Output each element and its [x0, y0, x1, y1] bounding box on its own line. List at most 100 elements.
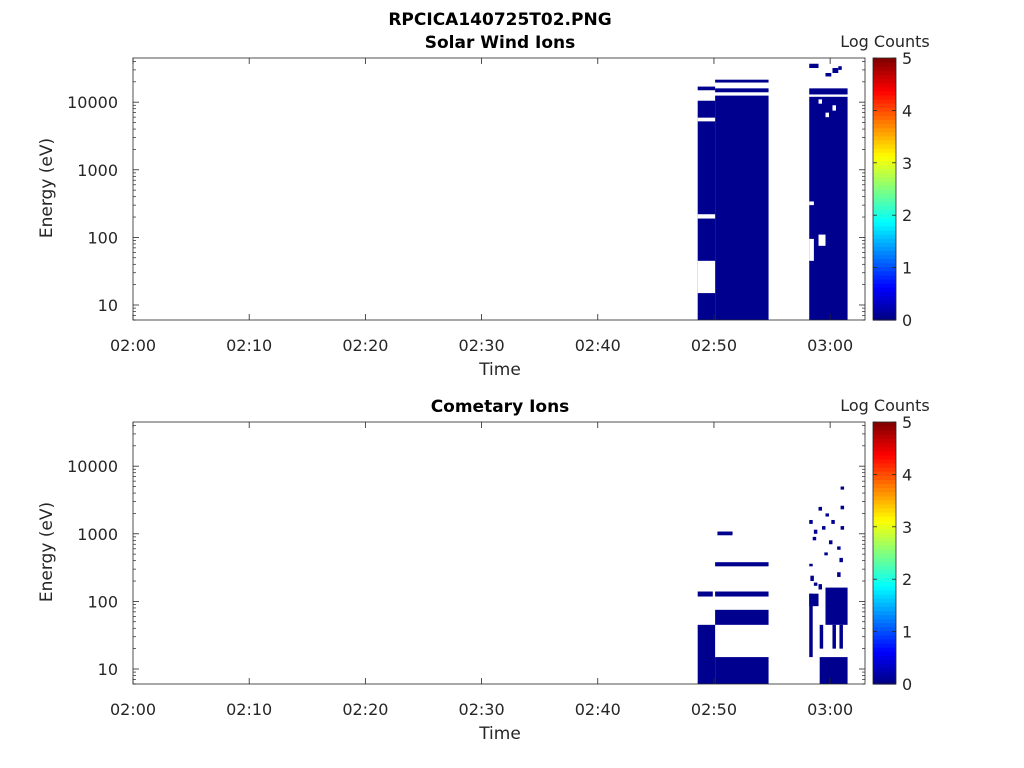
colorbar-swatch: [873, 561, 896, 566]
heatmap-cell-cometary: [825, 587, 848, 625]
colorbar-swatch: [873, 667, 896, 673]
colorbar-swatch: [873, 103, 896, 108]
colorbar-swatch: [873, 495, 896, 501]
colorbar-swatch: [873, 507, 896, 513]
cometary-panel: Cometary Ions Time Energy (eV) Log Count…: [37, 396, 930, 744]
heatmap-cell-cometary: [697, 624, 716, 684]
colorbar-swatch: [873, 180, 896, 186]
heatmap-cell-solar-wind: [809, 96, 848, 320]
colorbar-swatch: [873, 442, 896, 448]
colorbar-swatch: [873, 430, 896, 435]
colorbar-swatch: [873, 250, 896, 256]
y-tick-label: 10: [98, 660, 118, 679]
colorbar-swatch: [873, 434, 896, 439]
x-tick-label: 02:30: [459, 700, 505, 719]
y-axis-label-cometary: Energy (eV): [37, 502, 57, 602]
heatmap-cell-solar-wind: [809, 63, 819, 69]
x-axis-label-solar-wind: Time: [478, 360, 521, 380]
colorbar-swatch: [873, 201, 896, 206]
x-tick-label: 03:00: [807, 336, 853, 355]
colorbar-swatch: [873, 553, 896, 558]
colorbar-swatch: [873, 274, 896, 280]
heatmap-cell-cometary: [831, 519, 835, 524]
colorbar-swatch: [873, 115, 896, 121]
colorbar-swatch: [873, 246, 896, 252]
heatmap-cell-solar-wind: [697, 86, 716, 91]
heatmap-cell-cometary: [715, 657, 769, 684]
colorbar-swatch: [873, 483, 896, 489]
colorbar-swatch: [873, 74, 896, 80]
heatmap-gap-solar-wind: [697, 260, 716, 294]
colorbar-swatch: [873, 295, 896, 301]
colorbar-tick-label: 3: [902, 154, 912, 173]
heatmap-cell-solar-wind: [715, 88, 769, 93]
colorbar-swatch: [873, 557, 896, 562]
y-tick-label: 10000: [67, 457, 118, 476]
colorbar-swatch: [873, 569, 896, 575]
heatmap-cell-cometary: [839, 557, 843, 563]
colorbar-swatch: [873, 630, 896, 636]
heatmap-gap-solar-wind: [809, 238, 814, 261]
colorbar-swatch: [873, 62, 896, 67]
colorbar-swatch: [873, 524, 896, 530]
colorbar-swatch: [873, 70, 896, 75]
colorbar-swatch: [873, 593, 896, 599]
colorbar-swatch: [873, 540, 896, 546]
colorbar-tick-label: 2: [902, 206, 912, 225]
colorbar-swatch: [873, 475, 896, 480]
colorbar-swatch: [873, 311, 896, 317]
heatmap-cell-cometary: [828, 540, 833, 545]
colorbar-swatch: [873, 66, 896, 71]
colorbar-tick-label: 5: [902, 49, 912, 68]
colorbar-swatch: [873, 610, 896, 616]
figure-title: RPCICA140725T02.PNG: [388, 10, 611, 30]
colorbar-swatch: [873, 647, 896, 652]
colorbar-swatch: [873, 585, 896, 591]
colorbar-swatch: [873, 315, 896, 321]
colorbar-swatch: [873, 499, 896, 505]
colorbar-swatch: [873, 139, 896, 145]
colorbar-swatch: [873, 86, 896, 92]
colorbar-swatch: [873, 111, 896, 116]
colorbar-swatch: [873, 655, 896, 661]
heatmap-cell-cometary: [715, 609, 769, 625]
colorbar-swatch: [873, 193, 896, 198]
colorbar-swatch: [873, 266, 896, 272]
colorbar-tick-label: 4: [902, 465, 912, 484]
colorbar-swatch: [873, 565, 896, 570]
heatmap-gap-solar-wind: [697, 117, 716, 122]
x-tick-label: 02:30: [459, 336, 505, 355]
heatmap-cell-cometary: [697, 591, 713, 597]
colorbar-swatch: [873, 503, 896, 509]
y-tick-label: 100: [87, 592, 118, 611]
heatmap-cell-cometary: [818, 584, 823, 590]
colorbar-swatch: [873, 532, 896, 538]
heatmap-cell-cometary: [819, 657, 848, 684]
heatmap-gap-solar-wind: [818, 99, 823, 104]
solar-wind-panel: Solar Wind Ions Time Energy (eV) Log Cou…: [37, 32, 930, 380]
colorbar-swatch: [873, 589, 896, 595]
colorbar-frame-solar-wind: [872, 57, 897, 321]
heatmap-cell-cometary: [824, 552, 828, 556]
plot-frame-solar-wind: [132, 57, 866, 321]
colorbar-swatch: [873, 479, 896, 485]
heatmap-gap-solar-wind: [818, 234, 826, 246]
colorbar-swatch: [873, 283, 896, 288]
colorbar-swatch: [873, 467, 896, 472]
colorbar-tick-label: 4: [902, 101, 912, 120]
heatmap-cell-cometary: [813, 582, 818, 586]
colorbar-swatch: [873, 229, 896, 235]
colorbar-swatch: [873, 209, 896, 215]
colorbar-swatch: [873, 58, 896, 63]
colorbar-swatch: [873, 262, 896, 268]
colorbar-swatch: [873, 581, 896, 587]
heatmap-cell-cometary: [839, 624, 843, 649]
y-tick-label: 10000: [67, 93, 118, 112]
colorbar-swatch: [873, 254, 896, 260]
colorbar-frame-cometary: [872, 421, 897, 685]
colorbar-swatch: [873, 197, 896, 202]
colorbar-swatch: [873, 107, 896, 112]
colorbar-swatch: [873, 242, 896, 247]
colorbar-swatch: [873, 471, 896, 476]
colorbar-swatch: [873, 626, 896, 632]
